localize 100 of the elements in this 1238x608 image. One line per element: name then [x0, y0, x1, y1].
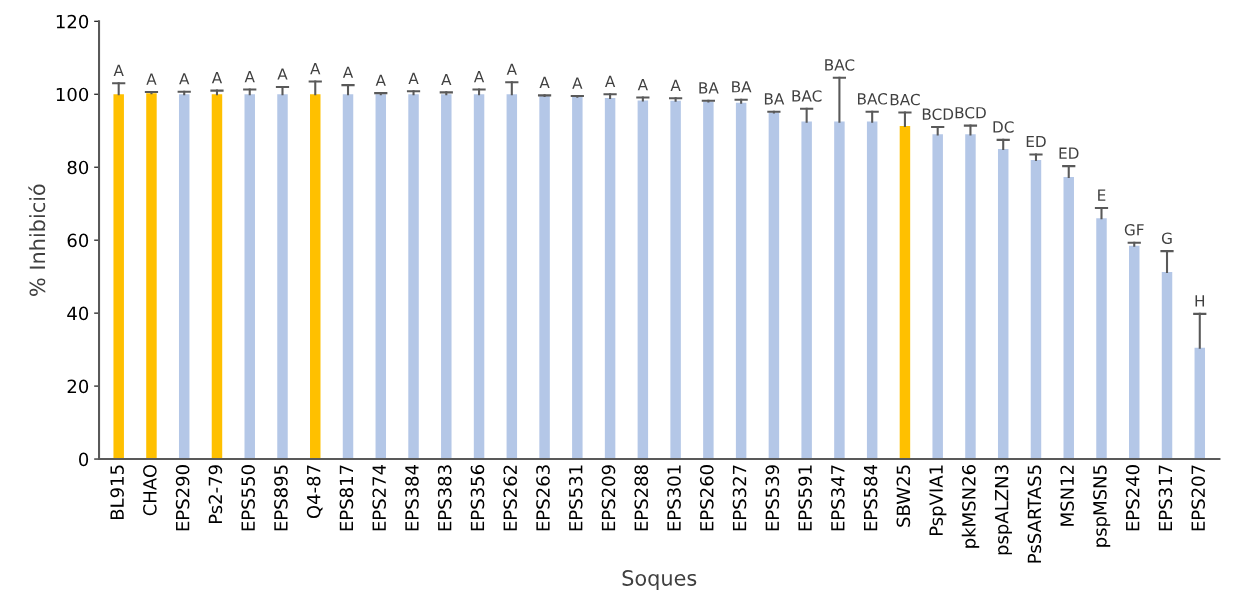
annotation: H — [1195, 295, 1205, 307]
x-tick-label: BL915 — [110, 465, 124, 520]
bar — [146, 93, 157, 460]
annotation: A — [277, 68, 288, 80]
x-tick-label: SBW25 — [896, 465, 911, 527]
annotation: A — [539, 76, 550, 88]
bar — [441, 94, 452, 460]
x-tick-label: EPS207 — [1191, 465, 1206, 531]
annotation: GF — [1124, 224, 1144, 236]
bar — [866, 121, 878, 460]
x-tick-label: PspVIA1 — [929, 465, 947, 536]
x-tick-label: EPS263 — [536, 465, 550, 531]
bar — [801, 121, 812, 460]
bar — [670, 100, 681, 460]
x-tick-label: PsSARTAS5 — [1027, 465, 1042, 563]
y-tick-label: 120 — [56, 14, 89, 29]
x-tick-label: EPS817 — [339, 465, 354, 531]
x-tick-label: EPS301 — [667, 465, 681, 531]
bar — [244, 94, 255, 460]
bar — [113, 94, 124, 460]
bar — [1030, 159, 1042, 460]
y-tick-label: 100 — [56, 87, 89, 102]
bar — [572, 96, 583, 460]
x-tick-label: pspALZN3 — [994, 465, 1012, 555]
x-tick-label: Q4-87 — [306, 465, 323, 519]
bar — [178, 94, 190, 460]
annotation: A — [441, 73, 452, 86]
bar — [637, 100, 649, 460]
bar — [310, 94, 321, 460]
y-tick-label: 80 — [67, 160, 89, 175]
bar — [834, 121, 845, 460]
x-tick-label: pspMSN5 — [1093, 465, 1111, 547]
bar — [735, 102, 747, 460]
annotation: BA — [732, 81, 752, 93]
x-tick-label: EPS317 — [1158, 465, 1173, 531]
x-tick-label: EPS262 — [503, 465, 518, 531]
bar — [604, 97, 616, 460]
bar — [768, 112, 780, 460]
x-tick-label: EPS290 — [175, 465, 190, 531]
y-tick-label: 40 — [67, 306, 89, 321]
annotation: A — [113, 64, 124, 76]
x-tick-label: EPS895 — [274, 465, 288, 531]
x-tick-label: EPS383 — [437, 465, 452, 531]
annotation: A — [310, 62, 321, 75]
annotation: A — [506, 63, 517, 75]
x-tick-label: CHAO — [143, 464, 157, 516]
bar — [965, 134, 976, 460]
bar — [1194, 347, 1206, 460]
annotation: DC — [993, 121, 1014, 133]
bar — [506, 94, 518, 460]
annotation: A — [211, 72, 223, 84]
annotation: A — [375, 74, 386, 86]
annotation: A — [572, 77, 583, 89]
x-tick-label: EPS288 — [634, 465, 649, 531]
annotation: A — [604, 75, 616, 87]
annotation: BA — [764, 93, 785, 105]
x-tick-label: EPS327 — [732, 465, 747, 531]
x-axis-title: Soques — [622, 570, 697, 590]
bar — [1161, 271, 1173, 460]
annotation: G — [1161, 232, 1172, 244]
x-tick-label: EPS531 — [568, 465, 583, 531]
x-tick-label: EPS539 — [765, 465, 780, 531]
y-tick-label: 60 — [67, 233, 89, 248]
x-tick-label: EPS384 — [405, 464, 419, 531]
annotation: A — [244, 71, 255, 83]
bar — [1096, 218, 1107, 460]
annotation: BA — [699, 82, 719, 94]
x-tick-label: Ps2-79 — [208, 465, 223, 524]
x-tick-label: EPS591 — [798, 465, 812, 531]
bar — [408, 94, 419, 460]
annotation: A — [670, 79, 681, 91]
bar — [997, 148, 1009, 460]
annotation: BAC — [890, 93, 920, 106]
x-tick-label: MSN12 — [1060, 465, 1074, 526]
bar — [1129, 245, 1140, 460]
annotation: ED — [1026, 135, 1046, 148]
annotation: BAC — [792, 90, 822, 102]
x-tick-label: EPS550 — [241, 465, 255, 531]
y-tick-label: 0 — [79, 452, 89, 467]
bar — [539, 96, 550, 460]
annotation: BCD — [922, 108, 954, 120]
bar — [703, 101, 714, 460]
x-tick-label: EPS240 — [1125, 465, 1140, 531]
annotation: A — [637, 79, 648, 91]
x-tick-label: EPS260 — [699, 465, 714, 531]
annotation: A — [342, 66, 354, 78]
annotation: ED — [1059, 147, 1079, 159]
x-tick-label: pkMSN26 — [961, 465, 980, 548]
bar — [1063, 177, 1074, 460]
bar — [277, 94, 288, 460]
bar — [473, 94, 485, 460]
x-tick-label: EPS274 — [372, 464, 387, 531]
bar — [932, 134, 943, 460]
y-axis-title: % Inhibició — [28, 184, 46, 296]
annotation: E — [1098, 189, 1106, 201]
annotation: BAC — [825, 59, 855, 71]
x-tick-label: EPS584 — [863, 464, 878, 531]
x-tick-label: EPS347 — [831, 465, 845, 531]
annotation: A — [146, 73, 157, 85]
x-tick-label: EPS356 — [470, 465, 485, 531]
